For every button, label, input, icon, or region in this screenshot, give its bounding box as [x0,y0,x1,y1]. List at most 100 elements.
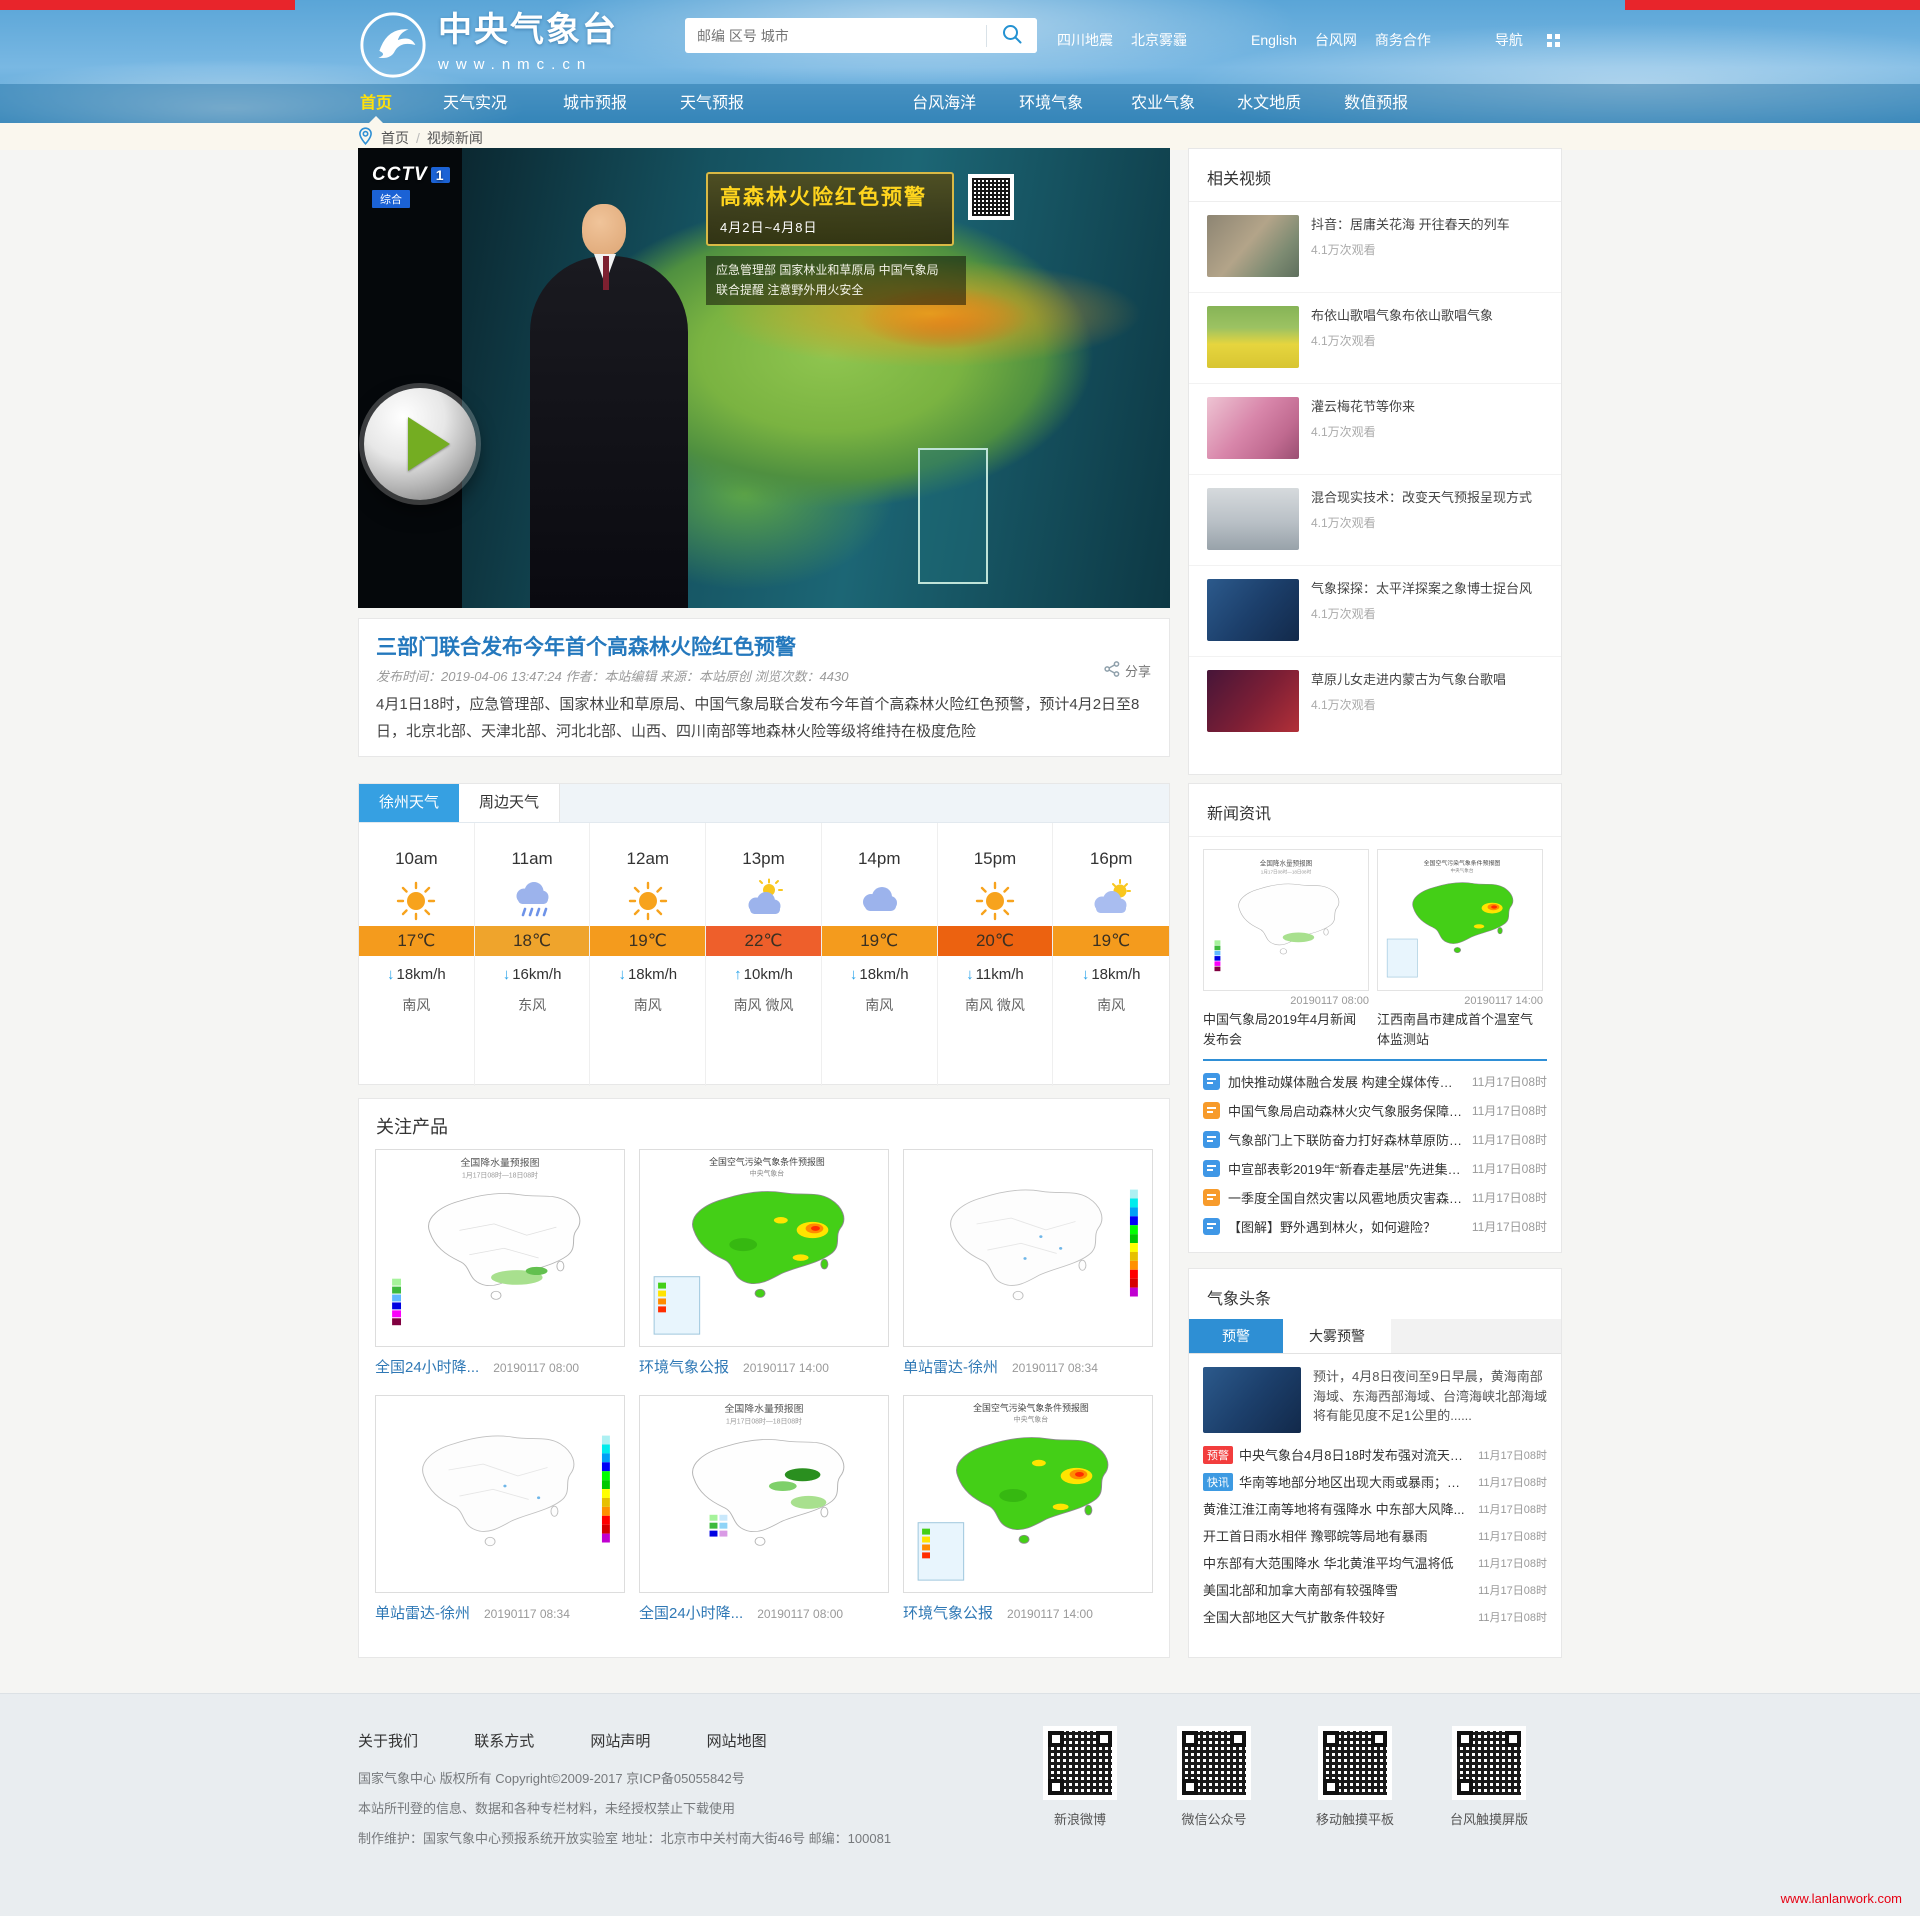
news-list-item[interactable]: 中宣部表彰2019年“新春走基层”先进集体个 11月17日08时 [1203,1154,1547,1183]
product-link[interactable]: 单站雷达-徐州 [903,1359,998,1376]
nav-item-numerical[interactable]: 数值预报 [1344,95,1409,112]
tab-warning[interactable]: 预警 [1189,1319,1283,1353]
footer-link-statement[interactable]: 网站声明 [590,1733,651,1750]
video-thumbnail[interactable] [1207,306,1299,368]
hot-link-beijing[interactable]: 北京雾霾 [1131,32,1187,48]
headline-text[interactable]: 华南等地部分地区出现大雨或暴雨；华北... [1239,1475,1473,1490]
tab-nearby-weather[interactable]: 周边天气 [459,784,560,822]
nav-item-weather-forecast[interactable]: 天气预报 [680,95,745,112]
nav-item-hydrology[interactable]: 水文地质 [1237,95,1302,112]
top-link-english[interactable]: English [1251,32,1297,48]
product-link[interactable]: 单站雷达-徐州 [375,1605,470,1622]
headline-text[interactable]: 全国大部地区大气扩散条件较好 [1203,1610,1386,1625]
wind-speed: 18km/h [1091,966,1141,983]
news-text[interactable]: 加快推动媒体融合发展 构建全媒体传播格局 [1228,1075,1464,1090]
top-link-typhoon[interactable]: 台风网 [1314,32,1357,48]
video-list-item[interactable]: 气象探探：太平洋探案之象博士捉台风 4.1万次观看 [1189,566,1561,657]
nav-item-typhoon-ocean[interactable]: 台风海洋 [912,95,977,112]
hot-link-sichuan[interactable]: 四川地震 [1057,32,1113,48]
top-link-business[interactable]: 商务合作 [1374,32,1431,48]
product-link[interactable]: 全国24小时降... [375,1359,480,1376]
news-text[interactable]: 一季度全国自然灾害以风雹地质灾害森林火 [1228,1191,1464,1206]
product-link[interactable]: 全国24小时降... [639,1605,744,1622]
news-text[interactable]: 【图解】野外遇到林火，如何避险？ [1228,1220,1437,1235]
headline-text[interactable]: 开工首日雨水相伴 豫鄂皖等局地有暴雨 [1203,1529,1428,1544]
video-list-item[interactable]: 布依山歌唱气象布依山歌唱气象 4.1万次观看 [1189,293,1561,384]
news-text[interactable]: 中国气象局启动森林火灾气象服务保障四级应 [1228,1104,1464,1119]
headline-text[interactable]: 中央气象台4月8日18时发布强对流天气蓝... [1239,1448,1473,1463]
news-text[interactable]: 气象部门上下联防奋力打好森林草原防灭火 [1228,1133,1464,1148]
headline-item[interactable]: 预警 中央气象台4月8日18时发布强对流天气蓝... 11月17日08时 [1203,1441,1547,1468]
video-title[interactable]: 混合现实技术：改变天气预报呈现方式 [1311,490,1533,505]
feature-caption[interactable]: 江西南昌市建成首个温室气体监测站 [1377,1012,1534,1047]
qr-code-overlay [968,174,1014,220]
headline-item[interactable]: 黄淮江淮江南等地将有强降水 中东部大风降... 11月17日08时 [1203,1495,1547,1522]
video-list-item[interactable]: 混合现实技术：改变天气预报呈现方式 4.1万次观看 [1189,475,1561,566]
headline-item[interactable]: 快讯 华南等地部分地区出现大雨或暴雨；华北... 11月17日08时 [1203,1468,1547,1495]
play-button[interactable] [364,388,476,500]
precipitation-map-image[interactable]: 全国降水量预报图 1月17日08时—18日08时 [375,1149,625,1347]
nav-item-agriculture[interactable]: 农业气象 [1131,95,1196,112]
headline-feature-text[interactable]: 预计，4月8日夜间至9日早晨，黄海南部海域、东海西部海域、台湾海峡北部海域将有能… [1313,1369,1548,1423]
news-list-item[interactable]: 气象部门上下联防奋力打好森林草原防灭火 11月17日08时 [1203,1125,1547,1154]
news-list-item[interactable]: 中国气象局启动森林火灾气象服务保障四级应 11月17日08时 [1203,1096,1547,1125]
precipitation-map-image[interactable]: 全国降水量预报图 1月17日08时—18日08时 [639,1395,889,1593]
headline-item[interactable]: 中东部有大范围降水 华北黄淮平均气温将低 11月17日08时 [1203,1549,1547,1576]
news-list-item[interactable]: 一季度全国自然灾害以风雹地质灾害森林火 11月17日08时 [1203,1183,1547,1212]
search-button[interactable] [987,18,1037,53]
video-title[interactable]: 布依山歌唱气象布依山歌唱气象 [1311,308,1494,323]
headline-text[interactable]: 中东部有大范围降水 华北黄淮平均气温将低 [1203,1556,1454,1571]
nav-more-button[interactable]: 导航 [1495,30,1578,50]
video-thumbnail[interactable] [1207,579,1299,641]
site-logo[interactable]: 中央气象台 www.nmc.cn [358,10,618,80]
tab-fog-warning[interactable]: 大雾预警 [1283,1319,1391,1353]
video-list-item[interactable]: 灌云梅花节等你来 4.1万次观看 [1189,384,1561,475]
share-button[interactable]: 分享 [1104,661,1151,680]
radar-map-image[interactable] [903,1149,1153,1347]
headline-item[interactable]: 开工首日雨水相伴 豫鄂皖等局地有暴雨 11月17日08时 [1203,1522,1547,1549]
air-pollution-map-image[interactable]: 全国空气污染气象条件预报图 中央气象台 [639,1149,889,1347]
video-thumbnail[interactable] [1207,397,1299,459]
video-title[interactable]: 灌云梅花节等你来 [1311,399,1416,414]
product-link[interactable]: 环境气象公报 [639,1359,730,1376]
footer-link-sitemap[interactable]: 网站地图 [706,1733,767,1750]
tab-xuzhou-weather[interactable]: 徐州天气 [359,784,459,822]
footer-link-contact[interactable]: 联系方式 [474,1733,535,1750]
nav-item-home[interactable]: 首页 [360,84,392,123]
breadcrumb-home[interactable]: 首页 [381,130,409,146]
video-title[interactable]: 抖音：居庸关花海 开往春天的列车 [1311,217,1510,232]
product-card: 全国空气污染气象条件预报图 中央气象台 环境气象公报 20190117 14:00 [903,1395,1153,1623]
video-title[interactable]: 气象探探：太平洋探案之象博士捉台风 [1311,581,1533,596]
qr-code-image [1318,1726,1392,1800]
video-thumbnail[interactable] [1207,488,1299,550]
news-date: 11月17日08时 [1471,1133,1547,1147]
radar-map-image[interactable] [375,1395,625,1593]
news-list-item[interactable]: 【图解】野外遇到林火，如何避险？ 11月17日08时 [1203,1212,1547,1241]
headline-item[interactable]: 全国大部地区大气扩散条件较好 11月17日08时 [1203,1603,1547,1630]
video-list-item[interactable]: 草原儿女走进内蒙古为气象台歌唱 4.1万次观看 [1189,657,1561,747]
nav-item-weather-live[interactable]: 天气实况 [443,95,508,112]
headline-item[interactable]: 美国北部和加拿大南部有较强降雪 11月17日08时 [1203,1576,1547,1603]
headline-thumbnail[interactable] [1203,1367,1301,1433]
nav-item-city-forecast[interactable]: 城市预报 [563,95,628,112]
feature-caption[interactable]: 中国气象局2019年4月新闻发布会 [1203,1012,1357,1047]
qr-typhoon-touch: 台风触摸屏版 [1434,1726,1544,1828]
video-list-item[interactable]: 抖音：居庸关花海 开往春天的列车 4.1万次观看 [1189,202,1561,293]
headline-feature[interactable]: 预计，4月8日夜间至9日早晨，黄海南部海域、东海西部海域、台湾海峡北部海域将有能… [1189,1354,1561,1439]
news-text[interactable]: 中宣部表彰2019年“新春走基层”先进集体个 [1228,1162,1464,1177]
air-pollution-map-image[interactable]: 全国空气污染气象条件预报图 中央气象台 [1377,849,1543,991]
nav-item-environment[interactable]: 环境气象 [1019,95,1084,112]
air-pollution-map-image[interactable]: 全国空气污染气象条件预报图 中央气象台 [903,1395,1153,1593]
video-player[interactable]: 高森林火险红色预警 4月2日~4月8日 应急管理部 国家林业和草原局 中国气象局… [358,148,1170,608]
headline-text[interactable]: 美国北部和加拿大南部有较强降雪 [1203,1583,1399,1598]
headline-text[interactable]: 黄淮江淮江南等地将有强降水 中东部大风降... [1203,1502,1465,1517]
wind-direction: 南风 微风 [965,997,1025,1013]
video-title[interactable]: 草原儿女走进内蒙古为气象台歌唱 [1311,672,1507,687]
search-input[interactable] [685,18,986,53]
news-list-item[interactable]: 加快推动媒体融合发展 构建全媒体传播格局 11月17日08时 [1203,1067,1547,1096]
video-thumbnail[interactable] [1207,215,1299,277]
video-thumbnail[interactable] [1207,670,1299,732]
product-link[interactable]: 环境气象公报 [903,1605,994,1622]
footer-link-about[interactable]: 关于我们 [358,1733,419,1750]
precipitation-map-image[interactable]: 全国降水量预报图 1月17日08时—18日08时 [1203,849,1369,991]
